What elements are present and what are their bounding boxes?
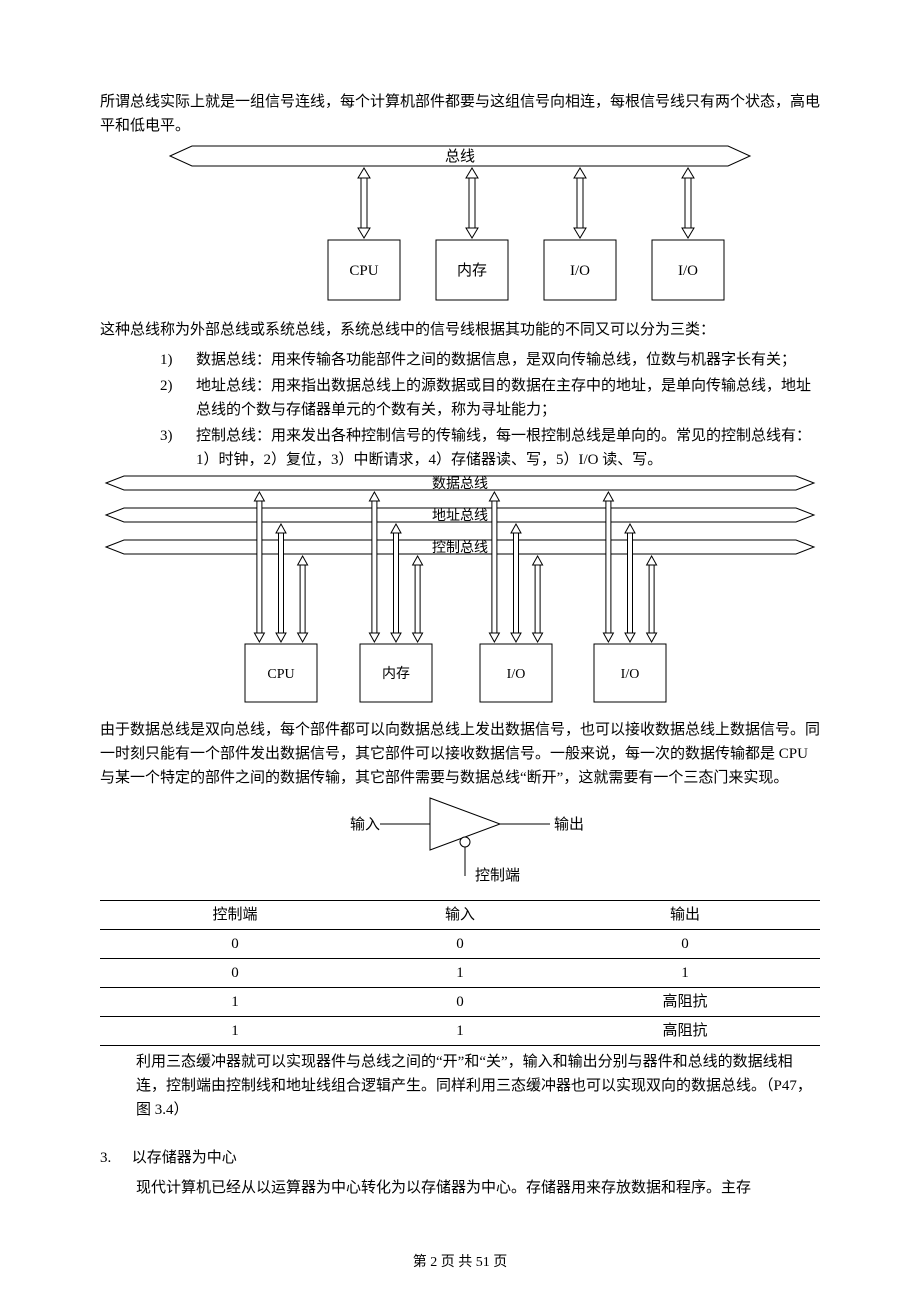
table-cell: 高阻抗 bbox=[550, 988, 820, 1017]
svg-text:控制端: 控制端 bbox=[475, 867, 520, 884]
bus-type-list: 1) 数据总线：用来传输各功能部件之间的数据信息，是双向传输总线，位数与机器字长… bbox=[100, 348, 820, 472]
svg-text:CPU: CPU bbox=[349, 263, 378, 279]
list-item-1: 1) 数据总线：用来传输各功能部件之间的数据信息，是双向传输总线，位数与机器字长… bbox=[160, 348, 820, 372]
list-item-2: 2) 地址总线：用来指出数据总线上的源数据或目的数据在主存中的地址，是单向传输总… bbox=[160, 374, 820, 422]
table-cell: 1 bbox=[100, 988, 370, 1017]
svg-text:CPU: CPU bbox=[267, 667, 294, 682]
svg-text:总线: 总线 bbox=[445, 148, 475, 165]
table-cell: 0 bbox=[550, 930, 820, 959]
table-cell: 1 bbox=[550, 959, 820, 988]
table-cell: 1 bbox=[100, 1017, 370, 1046]
bus-diagram-2: 数据总线地址总线控制总线 CPU 内存 I/O I/O bbox=[100, 474, 820, 712]
section-num: 3. bbox=[100, 1146, 128, 1170]
th-out: 输出 bbox=[550, 901, 820, 930]
svg-text:输入: 输入 bbox=[350, 816, 380, 833]
paragraph-4: 利用三态缓冲器就可以实现器件与总线之间的“开”和“关”，输入和输出分别与器件和总… bbox=[100, 1050, 820, 1122]
list-num-3: 3) bbox=[160, 424, 173, 448]
list-item-3: 3) 控制总线：用来发出各种控制信号的传输线，每一根控制总线是单向的。常见的控制… bbox=[160, 424, 820, 472]
list-text-2: 地址总线：用来指出数据总线上的源数据或目的数据在主存中的地址，是单向传输总线，地… bbox=[196, 378, 811, 418]
table-cell: 0 bbox=[370, 930, 550, 959]
paragraph-3: 由于数据总线是双向总线，每个部件都可以向数据总线上发出数据信号，也可以接收数据总… bbox=[100, 718, 820, 790]
truth-table: 控制端 输入 输出 0 0 0 0 1 1 1 0 高阻抗 1 1 高阻抗 bbox=[100, 900, 820, 1046]
svg-text:地址总线: 地址总线 bbox=[432, 508, 488, 524]
table-cell: 高阻抗 bbox=[550, 1017, 820, 1046]
svg-text:内存: 内存 bbox=[382, 666, 410, 682]
table-cell: 0 bbox=[100, 959, 370, 988]
svg-text:数据总线: 数据总线 bbox=[432, 476, 488, 492]
svg-text:I/O: I/O bbox=[678, 263, 698, 279]
list-num-1: 1) bbox=[160, 348, 173, 372]
table-cell: 0 bbox=[100, 930, 370, 959]
table-cell: 1 bbox=[370, 1017, 550, 1046]
section-3-body: 现代计算机已经从以运算器为中心转化为以存储器为中心。存储器用来存放数据和程序。主… bbox=[100, 1176, 820, 1200]
svg-text:I/O: I/O bbox=[570, 263, 590, 279]
list-text-3: 控制总线：用来发出各种控制信号的传输线，每一根控制总线是单向的。常见的控制总线有… bbox=[196, 428, 811, 468]
list-text-1: 数据总线：用来传输各功能部件之间的数据信息，是双向传输总线，位数与机器字长有关； bbox=[196, 352, 796, 368]
bus-diagram-1: 总线 CPU 内存 I/O I/O bbox=[100, 144, 820, 312]
list-num-2: 2) bbox=[160, 374, 173, 398]
tristate-diagram: 输入 输出控制端 bbox=[100, 796, 820, 894]
section-3-heading: 3. 以存储器为中心 bbox=[100, 1146, 820, 1170]
svg-text:I/O: I/O bbox=[621, 667, 640, 682]
table-cell: 0 bbox=[370, 988, 550, 1017]
paragraph-2: 这种总线称为外部总线或系统总线，系统总线中的信号线根据其功能的不同又可以分为三类… bbox=[100, 318, 820, 342]
svg-text:输出: 输出 bbox=[554, 816, 584, 833]
svg-text:I/O: I/O bbox=[507, 667, 526, 682]
section-title: 以存储器为中心 bbox=[132, 1150, 237, 1166]
page-footer: 第 2 页 共 51 页 bbox=[0, 1252, 920, 1274]
th-ctrl: 控制端 bbox=[100, 901, 370, 930]
svg-text:内存: 内存 bbox=[457, 262, 487, 279]
th-in: 输入 bbox=[370, 901, 550, 930]
paragraph-1: 所谓总线实际上就是一组信号连线，每个计算机部件都要与这组信号向相连，每根信号线只… bbox=[100, 90, 820, 138]
table-cell: 1 bbox=[370, 959, 550, 988]
svg-text:控制总线: 控制总线 bbox=[432, 540, 488, 556]
